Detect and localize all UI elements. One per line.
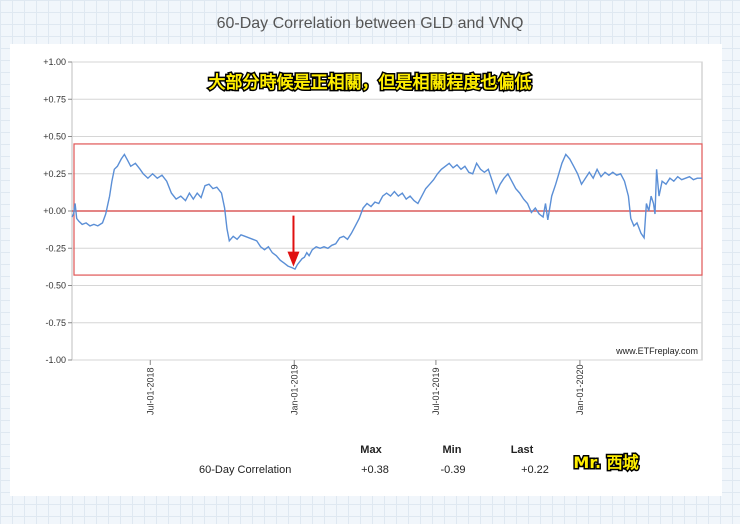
y-tick-label: +0.50	[43, 132, 66, 142]
author-signature: Mr. 西城	[573, 453, 638, 472]
stats-header-max: Max	[360, 444, 382, 456]
chart-title: 60-Day Correlation between GLD and VNQ	[216, 15, 524, 32]
stats-row-label: 60-Day Correlation	[199, 464, 291, 476]
y-tick-label: -1.00	[45, 355, 66, 365]
y-tick-label: +1.00	[43, 57, 66, 67]
y-tick-label: -0.50	[45, 281, 66, 291]
annotation-text: 大部分時候是正相關，但是相關程度也偏低	[209, 72, 532, 93]
y-tick-label: +0.00	[43, 206, 66, 216]
x-tick-label: Jan-01-2020	[575, 364, 585, 415]
y-tick-label: +0.25	[43, 169, 66, 179]
y-axis-ticks: +1.00 +0.75 +0.50 +0.25 +0.00 -0.25 -0.50 -0.75…	[43, 57, 72, 365]
x-tick-label: Jul-01-2019	[431, 367, 441, 415]
x-axis-ticks: Jul-01-2018 Jan-01-2019 Jul-01-2019 Jan-01-…	[145, 360, 585, 415]
stats-header-min: Min	[443, 444, 462, 456]
x-tick-label: Jan-01-2019	[289, 364, 299, 415]
x-tick-label: Jul-01-2018	[145, 367, 155, 415]
stats-header-last: Last	[511, 444, 534, 456]
y-tick-label: +0.75	[43, 94, 66, 104]
correlation-line	[71, 153, 702, 271]
watermark: www.ETFreplay.com	[615, 346, 698, 356]
stats-value-min: -0.39	[440, 464, 465, 476]
y-tick-label: -0.75	[45, 318, 66, 328]
stats-value-last: +0.22	[521, 464, 549, 476]
min-arrow	[287, 215, 300, 267]
arrow-head	[287, 251, 300, 267]
stats-value-max: +0.38	[361, 464, 389, 476]
y-tick-label: -0.25	[45, 243, 66, 253]
